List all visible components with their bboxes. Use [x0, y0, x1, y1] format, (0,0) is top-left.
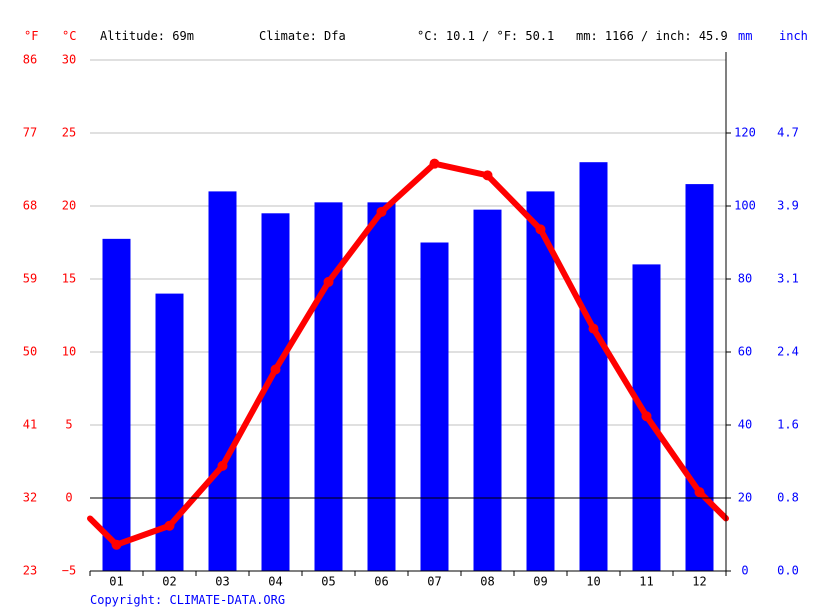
- month-label-05: 05: [321, 575, 335, 589]
- tick-inch-4.7: 4.7: [777, 126, 799, 140]
- tick-f-77: 77: [23, 126, 37, 140]
- month-label-02: 02: [162, 575, 176, 589]
- unit-inch-label: inch: [779, 29, 808, 43]
- temperature-point-10: [588, 323, 599, 334]
- unit-fahrenheit-label: °F: [24, 29, 38, 43]
- tick-inch-3.1: 3.1: [777, 272, 799, 286]
- tick-inch-1.6: 1.6: [777, 418, 799, 432]
- unit-celsius-label: °C: [62, 29, 76, 43]
- tick-c-15: 15: [62, 272, 76, 286]
- tick-f-23: 23: [23, 564, 37, 578]
- tick-mm-120: 120: [734, 126, 756, 140]
- total-precipitation-label: mm: 1166 / inch: 45.9: [576, 29, 728, 43]
- tick-mm-20: 20: [738, 491, 752, 505]
- temperature-point-12: [694, 487, 705, 498]
- unit-mm-label: mm: [738, 29, 752, 43]
- altitude-label: Altitude: 69m: [100, 29, 194, 43]
- grid-lines: [90, 59, 726, 426]
- tick-c-30: 30: [62, 53, 76, 67]
- tick-f-32: 32: [23, 491, 37, 505]
- tick-mm-80: 80: [738, 272, 752, 286]
- tick-c-20: 20: [62, 199, 76, 213]
- tick-c-0: 0: [65, 491, 72, 505]
- month-label-12: 12: [692, 575, 706, 589]
- month-label-04: 04: [268, 575, 282, 589]
- average-temperature-label: °C: 10.1 / °F: 50.1: [417, 29, 554, 43]
- precipitation-bar-09: [526, 191, 555, 571]
- temperature-point-09: [535, 224, 546, 235]
- tick-f-86: 86: [23, 53, 37, 67]
- temperature-point-11: [641, 411, 652, 422]
- precipitation-bar-12: [685, 184, 714, 571]
- tick-f-50: 50: [23, 345, 37, 359]
- precipitation-bar-05: [314, 202, 343, 571]
- tick-c--5: −5: [62, 564, 76, 578]
- tick-inch-2.4: 2.4: [777, 345, 799, 359]
- month-label-01: 01: [109, 575, 123, 589]
- tick-mm-0: 0: [741, 564, 748, 578]
- tick-inch-3.9: 3.9: [777, 199, 799, 213]
- month-label-09: 09: [533, 575, 547, 589]
- copyright-text: Copyright: CLIMATE-DATA.ORG: [90, 593, 285, 607]
- axes: [89, 52, 731, 576]
- temperature-line: [87, 158, 729, 550]
- tick-inch-0.0: 0.0: [777, 564, 799, 578]
- tick-f-68: 68: [23, 199, 37, 213]
- month-label-06: 06: [374, 575, 388, 589]
- month-label-11: 11: [639, 575, 653, 589]
- precipitation-bar-07: [420, 242, 449, 571]
- tick-f-41: 41: [23, 418, 37, 432]
- tick-f-59: 59: [23, 272, 37, 286]
- temperature-point-01: [111, 539, 122, 550]
- tick-mm-40: 40: [738, 418, 752, 432]
- precipitation-bar-10: [579, 162, 608, 571]
- temperature-point-05: [323, 276, 334, 287]
- temperature-polyline: [87, 160, 729, 548]
- temperature-point-06: [376, 206, 387, 217]
- month-label-07: 07: [427, 575, 441, 589]
- temperature-point-03: [217, 460, 228, 471]
- precipitation-bar-08: [473, 209, 502, 571]
- temperature-point-02: [164, 520, 175, 531]
- tick-mm-60: 60: [738, 345, 752, 359]
- precipitation-bar-01: [102, 238, 131, 571]
- precipitation-bar-03: [208, 191, 237, 571]
- temperature-point-04: [270, 364, 281, 375]
- climate-label: Climate: Dfa: [259, 29, 346, 43]
- precipitation-bar-06: [367, 202, 396, 571]
- tick-c-5: 5: [65, 418, 72, 432]
- month-label-08: 08: [480, 575, 494, 589]
- tick-c-10: 10: [62, 345, 76, 359]
- tick-inch-0.8: 0.8: [777, 491, 799, 505]
- tick-c-25: 25: [62, 126, 76, 140]
- month-label-03: 03: [215, 575, 229, 589]
- temperature-point-08: [482, 170, 493, 181]
- tick-mm-100: 100: [734, 199, 756, 213]
- precipitation-bars: [102, 162, 714, 572]
- temperature-point-07: [429, 158, 440, 169]
- month-label-10: 10: [586, 575, 600, 589]
